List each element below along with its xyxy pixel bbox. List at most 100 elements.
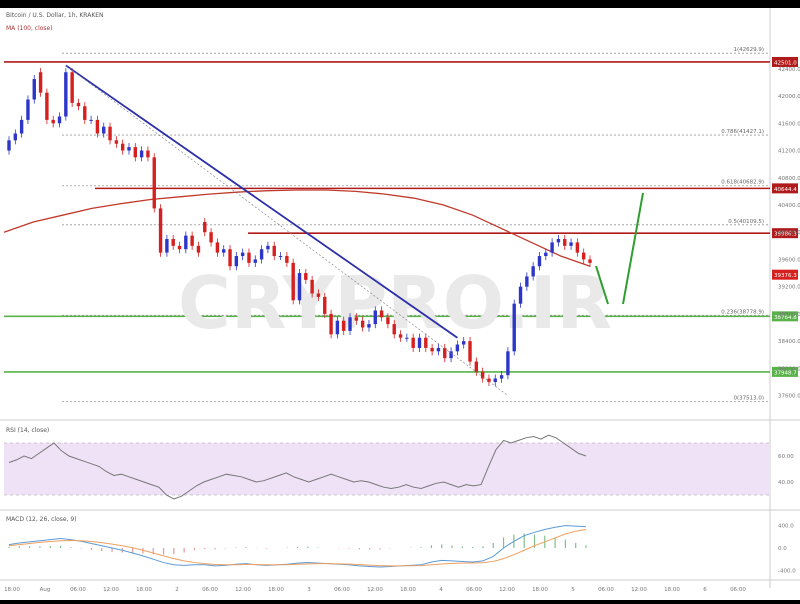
candle-down (379, 310, 384, 318)
candle-down (76, 102, 81, 107)
candle-down (158, 208, 163, 253)
candle-up (550, 242, 554, 253)
candle-up (556, 239, 561, 243)
candle-up (253, 259, 257, 263)
candle-down (487, 378, 491, 382)
price-tick-label: 40400.0 (778, 203, 800, 209)
candle-down (342, 320, 346, 331)
candle-down (152, 157, 156, 209)
candle-up (544, 252, 548, 257)
candle-up (518, 286, 523, 304)
candle-down (581, 252, 586, 260)
time-tick-label: 5 (571, 587, 575, 593)
candle-up (259, 249, 264, 260)
price-tick-label: 38800.0 (778, 312, 800, 318)
candle-down (285, 256, 289, 263)
candle-down (323, 296, 327, 314)
fib-levels: 1(42629.9) 0.786(41427.1) 0.618(40682.9) 0.… (62, 47, 770, 402)
candle-up (417, 337, 422, 348)
candle-down (430, 347, 434, 352)
candle-up (89, 119, 93, 121)
candle-down (354, 317, 359, 321)
time-tick-label: 12:00 (499, 587, 515, 593)
price-tick-label: 39200.0 (778, 285, 800, 291)
candle-down (171, 239, 175, 246)
price-tick-label: 41600.0 (778, 121, 800, 127)
price-level-label: 39986.3 (774, 232, 797, 238)
signal-line (8, 529, 587, 567)
candle-up (32, 79, 36, 100)
candle-down (588, 259, 592, 263)
time-tick-label: 18:00 (4, 587, 20, 593)
time-tick-label: 06:00 (334, 587, 350, 593)
candle-down (424, 337, 428, 348)
macd-tick-label: 400.0 (778, 524, 794, 530)
time-tick-label: 3 (307, 587, 311, 593)
projection-up (622, 192, 644, 305)
macd-tick-label: -400.0 (778, 568, 796, 574)
candle-up (165, 239, 169, 253)
candle-up (278, 256, 283, 258)
candle-up (127, 147, 131, 151)
candle-up (240, 252, 245, 257)
macd-legend: MACD (12, 26, close, 9) (6, 516, 77, 523)
price-tick-label: 38000.0 (778, 366, 800, 372)
candle-down (38, 72, 43, 93)
candle-up (493, 378, 497, 382)
candle-up (449, 351, 453, 359)
candle-down (203, 222, 207, 233)
candles (7, 68, 592, 387)
time-tick-label: 06:00 (70, 587, 86, 593)
candle-down (329, 313, 333, 335)
candle-up (57, 116, 62, 124)
candle-down (392, 324, 396, 335)
price-tick-label: 37600.0 (778, 394, 800, 400)
time-tick-label: 06:00 (466, 587, 482, 593)
horizontal-levels: 42501.0 40644.4 39986.3 38764.8 37948.7 39376… (4, 56, 798, 377)
candle-up (512, 303, 516, 352)
time-tick-label: 06:00 (202, 587, 218, 593)
candle-up (64, 72, 68, 117)
candle-down (474, 361, 479, 372)
price-tick-label: 42000.0 (778, 94, 800, 100)
price-level-label: 38764.8 (774, 315, 797, 321)
time-tick-label: 06:00 (730, 587, 746, 593)
price-axis: 37600.0 38000.0 38400.0 38800.0 39200.0 39600… (778, 67, 800, 400)
projection-arrows (595, 192, 644, 305)
candle-up (102, 126, 106, 134)
candle-up (461, 341, 466, 345)
candle-up (184, 235, 188, 250)
candle-up (367, 324, 371, 328)
candle-down (411, 337, 415, 348)
candle-down (146, 150, 150, 158)
candle-down (575, 242, 580, 253)
candle-down (272, 245, 276, 257)
price-chart: 42501.0 40644.4 39986.3 38764.8 37948.7 39376… (0, 8, 800, 593)
candle-down (83, 106, 87, 120)
price-tick-label: 40000.0 (778, 230, 800, 236)
price-tick-label: 41200.0 (778, 149, 800, 155)
candle-down (51, 119, 55, 124)
price-level-label: 40644.4 (774, 187, 797, 193)
fib-label: 0.618(40682.9) (721, 180, 764, 186)
candle-up (531, 266, 535, 277)
candle-down (310, 279, 314, 294)
price-level-badge (772, 56, 798, 67)
price-level-label: 42501.0 (774, 60, 797, 66)
rsi-legend: RSI (14, close) (6, 427, 50, 434)
candle-up (234, 256, 239, 267)
candle-down (177, 245, 182, 250)
candle-up (373, 310, 377, 325)
rsi-line (8, 434, 587, 500)
rsi-tick-label: 60.00 (778, 454, 794, 460)
candle-down (190, 235, 194, 246)
macd-tick-label: 0.0 (778, 546, 787, 552)
last-price-badge (772, 269, 798, 280)
candle-down (563, 239, 567, 246)
price-tick-label: 39600.0 (778, 257, 800, 263)
price-level-label: 37948.7 (774, 370, 797, 376)
candle-up (139, 150, 144, 158)
time-axis: 18:00 Aug 06:00 12:00 18:00 2 06:00 12:00 18:00 3… (4, 587, 746, 593)
price-tick-label: 40800.0 (778, 176, 800, 182)
candle-down (228, 249, 232, 267)
